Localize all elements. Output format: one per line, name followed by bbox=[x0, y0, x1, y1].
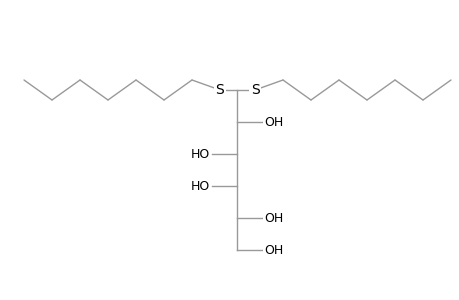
Text: OH: OH bbox=[263, 116, 283, 128]
Text: S: S bbox=[250, 83, 259, 97]
Text: S: S bbox=[215, 83, 224, 97]
Text: HO: HO bbox=[190, 148, 210, 160]
Text: HO: HO bbox=[190, 179, 210, 193]
Text: OH: OH bbox=[263, 212, 283, 224]
Text: OH: OH bbox=[263, 244, 283, 256]
